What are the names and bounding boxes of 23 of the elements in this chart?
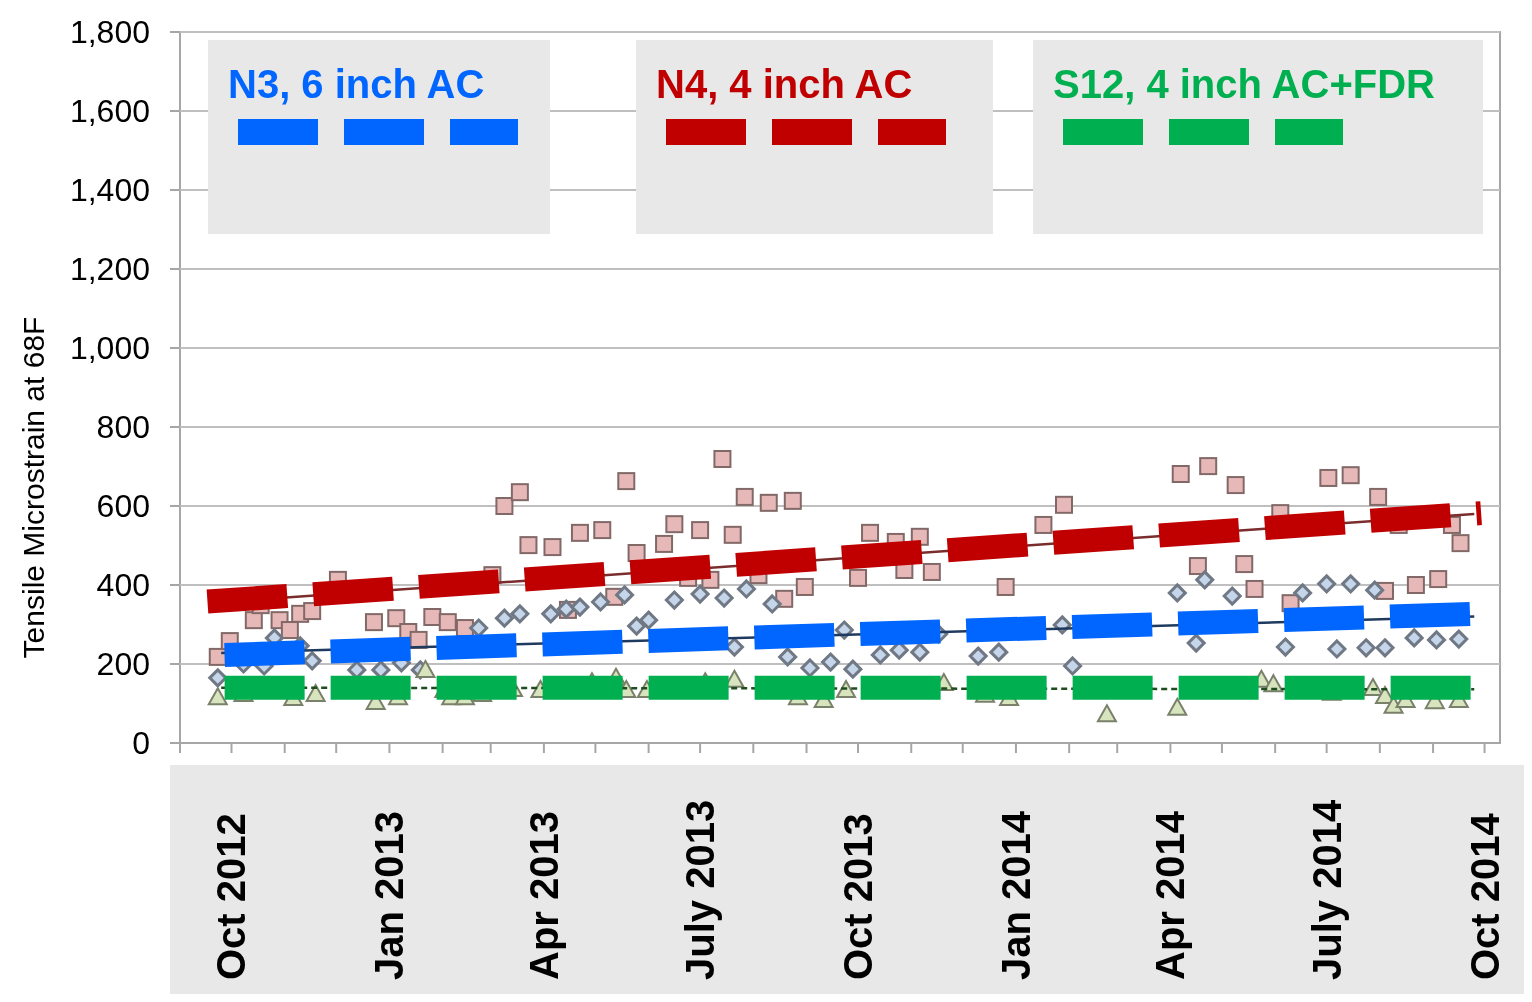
x-tick-label: Jan 2013 bbox=[367, 810, 412, 980]
y-tick-label: 800 bbox=[96, 409, 150, 446]
x-tick-label: Oct 2013 bbox=[836, 813, 881, 980]
x-tick-label: Oct 2014 bbox=[1462, 812, 1507, 980]
x-tick-label: Jan 2014 bbox=[993, 810, 1038, 980]
y-tick-label: 400 bbox=[96, 567, 150, 604]
text: S12, 4 inch AC+FDR bbox=[1053, 62, 1436, 106]
y-axis-title: Tensile Microstrain at 68F bbox=[17, 316, 50, 659]
y-tick-label: 600 bbox=[96, 488, 150, 525]
y-tick-label: 1,200 bbox=[69, 251, 150, 288]
y-tick-label: 1,000 bbox=[69, 330, 150, 367]
y-tick-label: 1,800 bbox=[69, 14, 150, 51]
x-tick-label: Oct 2012 bbox=[209, 813, 254, 980]
x-tick-label: July 2013 bbox=[678, 799, 723, 980]
x-tick-label: Apr 2014 bbox=[1148, 810, 1193, 980]
y-tick-label: 0 bbox=[132, 725, 150, 762]
y-tick-label: 1,600 bbox=[69, 93, 150, 130]
y-tick-label: 1,400 bbox=[69, 172, 150, 209]
y-tick-label: 200 bbox=[96, 646, 150, 683]
text: N4, 4 inch AC bbox=[656, 62, 913, 106]
text: N3, 6 inch AC bbox=[228, 62, 485, 106]
x-tick-label: Apr 2013 bbox=[521, 811, 566, 980]
x-tick-label: July 2014 bbox=[1304, 799, 1349, 980]
